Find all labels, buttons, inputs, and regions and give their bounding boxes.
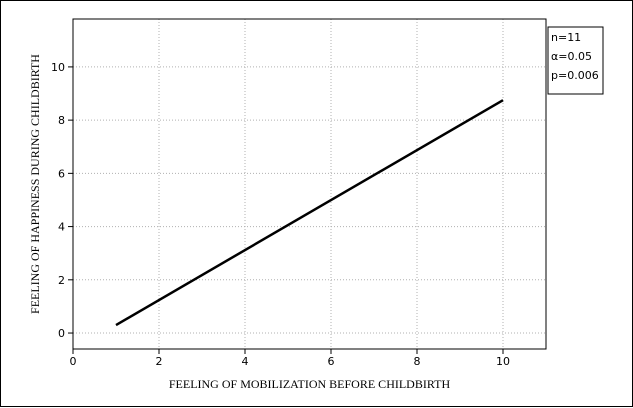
x-tick-label: 6 (328, 355, 335, 368)
y-axis-label: FEELING OF HAPPINESS DURING CHILDBIRTH (28, 54, 42, 314)
regression-line (115, 99, 504, 327)
y-tick-label: 2 (58, 274, 65, 287)
stat-alpha: α=0.05 (551, 50, 592, 63)
series-lines (115, 99, 504, 327)
x-tick-label: 2 (156, 355, 163, 368)
x-tick-label: 0 (70, 355, 77, 368)
axis-ticks: 0 2 4 6 8 10 0 2 4 6 8 10 (51, 61, 510, 368)
plot-area (72, 18, 547, 350)
stats-annotation-box: n=11 α=0.05 p=0.006 (547, 26, 604, 95)
y-tick-label: 10 (51, 61, 65, 74)
x-tick-label: 4 (242, 355, 249, 368)
stat-p: p=0.006 (551, 69, 599, 82)
y-tick-label: 8 (58, 114, 65, 127)
x-tick-label: 8 (414, 355, 421, 368)
y-tick-label: 4 (58, 221, 65, 234)
x-axis-label: FEELING OF MOBILIZATION BEFORE CHILDBIRT… (169, 377, 451, 391)
y-tick-label: 0 (58, 327, 65, 340)
x-tick-label: 10 (496, 355, 510, 368)
stat-n: n=11 (551, 31, 581, 44)
grid-lines (73, 19, 546, 349)
y-tick-label: 6 (58, 167, 65, 180)
stats-box-border (547, 26, 604, 95)
